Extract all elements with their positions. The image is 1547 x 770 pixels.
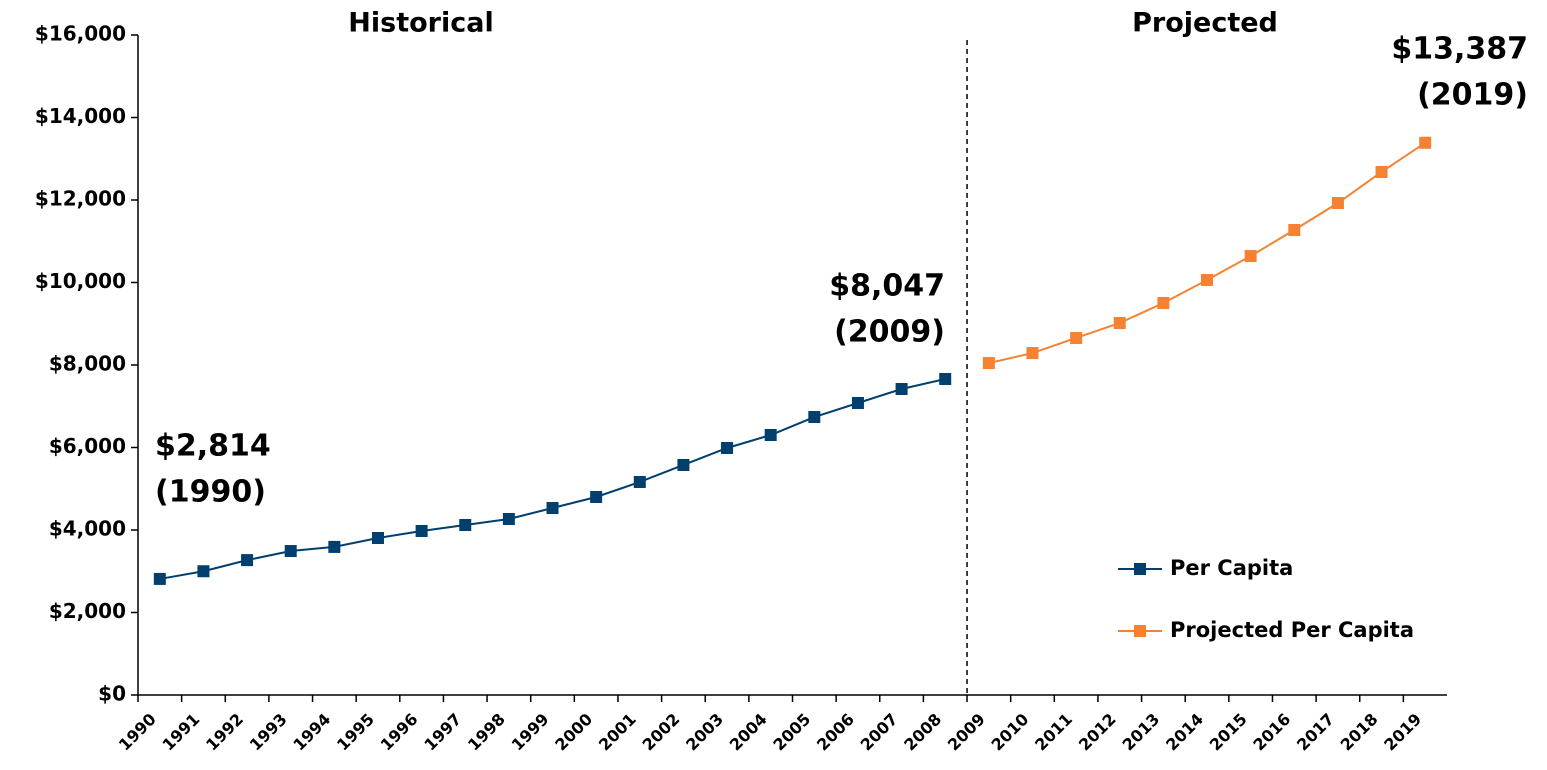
marker bbox=[1375, 165, 1388, 178]
x-tick-label: 2005 bbox=[769, 710, 814, 755]
x-tick-label: 1997 bbox=[420, 710, 465, 755]
x-tick-label: 2003 bbox=[682, 710, 727, 755]
marker bbox=[764, 429, 777, 442]
section-label: Projected bbox=[1132, 8, 1278, 39]
x-tick-label: 2017 bbox=[1293, 710, 1338, 755]
marker bbox=[633, 475, 646, 488]
marker bbox=[895, 383, 908, 396]
marker bbox=[677, 458, 690, 471]
y-tick-label: $16,000 bbox=[35, 22, 126, 46]
marker bbox=[1070, 331, 1083, 344]
marker bbox=[459, 519, 472, 532]
x-tick-label: 2006 bbox=[813, 710, 858, 755]
x-tick-label: 2010 bbox=[988, 710, 1033, 755]
series-line bbox=[988, 141, 1426, 365]
section-label: Historical bbox=[348, 8, 493, 39]
y-tick-label: $14,000 bbox=[35, 104, 126, 128]
x-tick-label: 2000 bbox=[551, 710, 596, 755]
marker bbox=[546, 502, 559, 515]
marker bbox=[1244, 250, 1257, 263]
marker bbox=[502, 512, 515, 525]
annotation: (2009) bbox=[834, 315, 945, 350]
marker bbox=[197, 565, 210, 578]
marker bbox=[1419, 136, 1432, 149]
annotation: (1990) bbox=[155, 475, 266, 510]
x-tick-label: 2001 bbox=[595, 710, 640, 755]
y-tick-label: $0 bbox=[98, 682, 126, 706]
legend-label: Per Capita bbox=[1170, 556, 1293, 580]
y-tick-label: $2,000 bbox=[49, 599, 126, 623]
marker bbox=[415, 524, 428, 537]
x-tick-label: 2013 bbox=[1118, 710, 1163, 755]
series-line bbox=[159, 378, 946, 580]
marker bbox=[371, 532, 384, 545]
x-tick-label: 1991 bbox=[159, 710, 204, 755]
marker bbox=[590, 491, 603, 503]
x-tick-label: 2004 bbox=[726, 710, 771, 755]
x-tick-label: 2008 bbox=[900, 710, 945, 755]
marker bbox=[1157, 297, 1170, 310]
annotation: (2019) bbox=[1417, 78, 1528, 113]
marker bbox=[1113, 317, 1126, 330]
x-tick-label: 2007 bbox=[857, 710, 902, 755]
x-tick-label: 1996 bbox=[377, 710, 422, 755]
x-tick-label: 1994 bbox=[289, 710, 334, 755]
legend-label: Projected Per Capita bbox=[1170, 618, 1414, 642]
x-tick-label: 2016 bbox=[1249, 710, 1294, 755]
annotation: $8,047 bbox=[829, 269, 945, 304]
x-tick-label: 1998 bbox=[464, 710, 509, 755]
marker bbox=[721, 441, 734, 454]
marker bbox=[284, 545, 297, 558]
legend-marker bbox=[1134, 563, 1146, 575]
x-tick-label: 2012 bbox=[1075, 710, 1120, 755]
y-tick-label: $6,000 bbox=[49, 434, 126, 458]
marker bbox=[1331, 197, 1344, 210]
y-tick-label: $10,000 bbox=[35, 269, 126, 293]
x-tick-label: 2014 bbox=[1162, 710, 1207, 755]
marker bbox=[808, 411, 821, 424]
x-tick-label: 2002 bbox=[639, 710, 684, 755]
marker bbox=[1201, 273, 1214, 286]
marker bbox=[1026, 347, 1039, 360]
y-tick-label: $4,000 bbox=[49, 517, 126, 541]
x-tick-label: 2019 bbox=[1380, 710, 1425, 755]
marker bbox=[241, 554, 254, 567]
marker bbox=[939, 372, 952, 385]
marker bbox=[851, 396, 864, 409]
x-tick-label: 2011 bbox=[1031, 710, 1076, 755]
x-tick-label: 2015 bbox=[1206, 710, 1251, 755]
annotation: $13,387 bbox=[1391, 32, 1528, 67]
x-tick-label: 1993 bbox=[246, 710, 291, 755]
annotation: $2,814 bbox=[155, 429, 271, 464]
x-tick-label: 2009 bbox=[944, 710, 989, 755]
marker bbox=[153, 572, 166, 585]
x-tick-label: 1999 bbox=[508, 710, 553, 755]
legend-marker bbox=[1134, 625, 1146, 637]
x-tick-label: 1990 bbox=[115, 710, 160, 755]
x-tick-label: 1995 bbox=[333, 710, 378, 755]
y-tick-label: $12,000 bbox=[35, 187, 126, 211]
x-tick-label: 2018 bbox=[1337, 710, 1382, 755]
marker bbox=[1288, 223, 1301, 236]
marker bbox=[328, 540, 341, 553]
marker bbox=[982, 357, 995, 370]
x-tick-label: 1992 bbox=[202, 710, 247, 755]
y-tick-label: $8,000 bbox=[49, 352, 126, 376]
